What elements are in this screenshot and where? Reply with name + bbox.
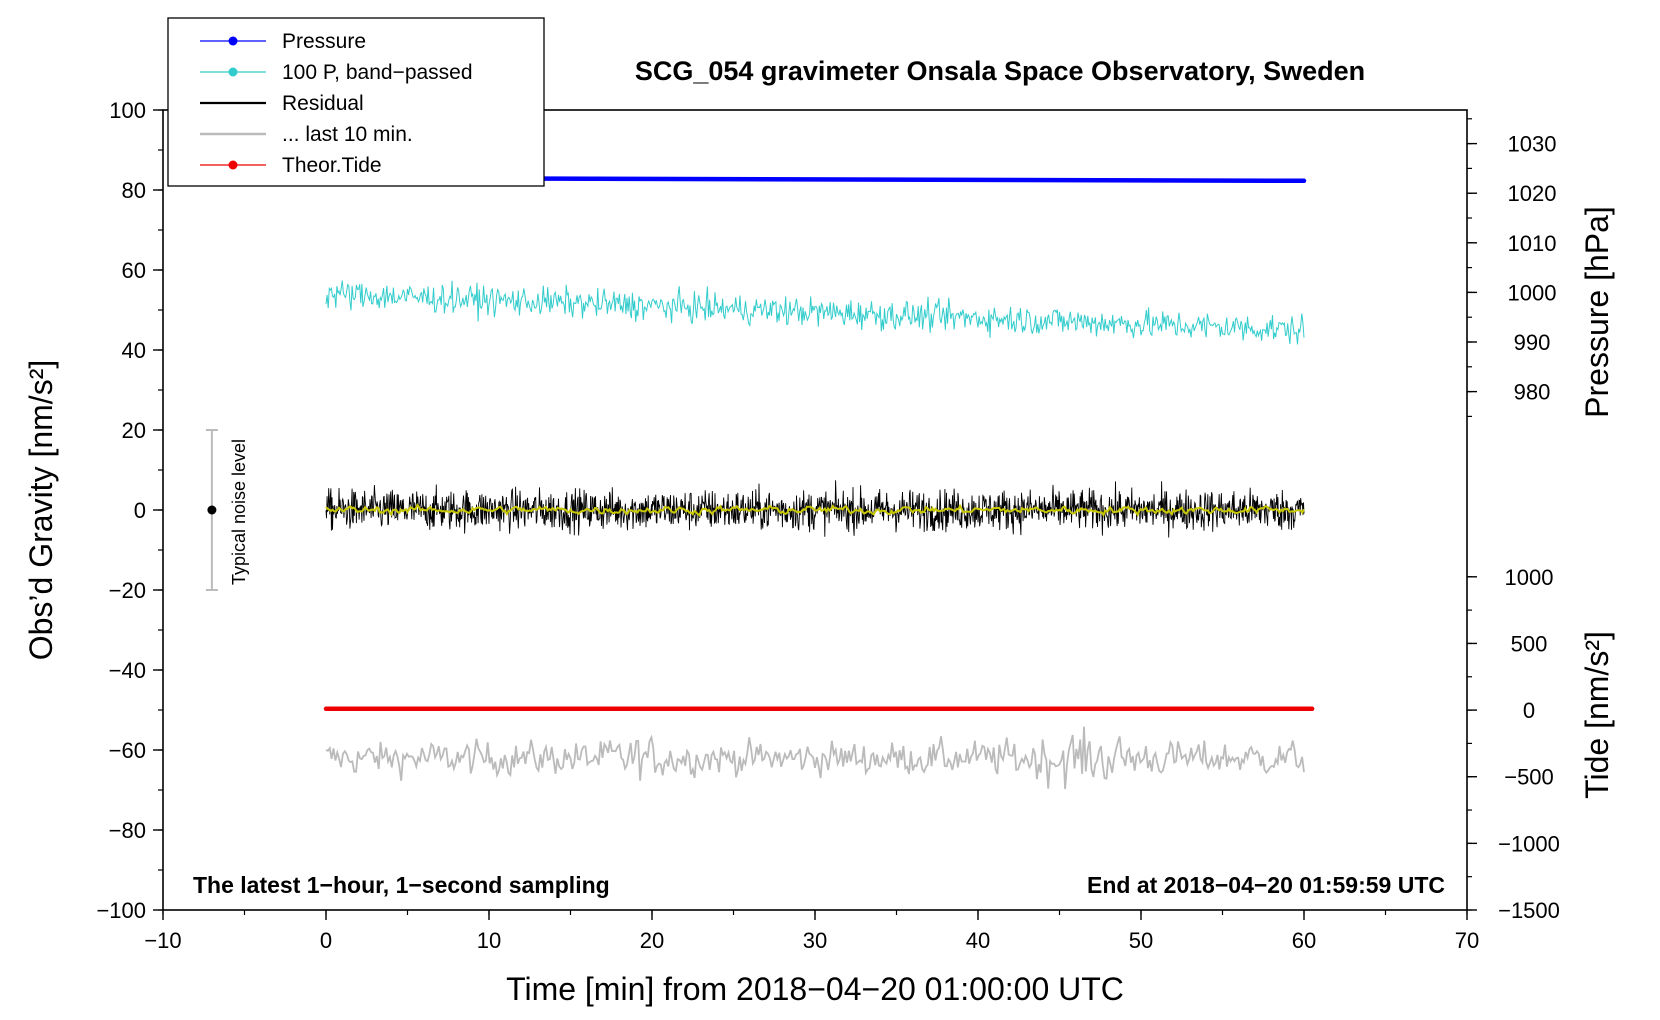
legend-sample-tide-marker xyxy=(228,160,238,170)
tide-tick-label: 1000 xyxy=(1505,565,1554,590)
legend-label-pressure: Pressure xyxy=(282,30,366,53)
series-line-last10 xyxy=(325,726,1305,790)
legend-sample-bandpassed-marker xyxy=(228,67,238,77)
legend-samples xyxy=(200,36,266,170)
legend: Pressure 100 P, band−passed Residual ...… xyxy=(167,17,545,187)
legend-label-last10: ... last 10 min. xyxy=(282,123,413,146)
x-tick-label: 20 xyxy=(640,928,664,953)
tide-tick-label: 500 xyxy=(1511,631,1548,656)
series-line-smoothed xyxy=(325,503,1305,518)
x-tick-label: 0 xyxy=(320,928,332,953)
series-line-residual xyxy=(325,480,1305,538)
y-axis-title-tide: Tide [nm/s²] xyxy=(1579,631,1615,799)
x-tick-label: 30 xyxy=(803,928,827,953)
x-tick-label: −10 xyxy=(144,928,181,953)
pressure-tick-label: 980 xyxy=(1514,380,1551,405)
x-tick-label: 10 xyxy=(477,928,501,953)
pressure-tick-label: 1020 xyxy=(1508,181,1557,206)
y-axis-title-pressure: Pressure [hPa] xyxy=(1579,206,1615,418)
y-tick-label: −40 xyxy=(109,658,146,683)
tide-tick-label: 0 xyxy=(1523,698,1535,723)
note-right: End at 2018−04−20 01:59:59 UTC xyxy=(1087,872,1445,898)
chart-title: SCG_054 gravimeter Onsala Space Observat… xyxy=(635,56,1365,86)
tide-tick-label: −1500 xyxy=(1498,898,1560,923)
series-layer xyxy=(323,175,1315,790)
x-tick-label: 40 xyxy=(966,928,990,953)
noise-level-bar xyxy=(205,429,218,591)
y-tick-label: 80 xyxy=(122,178,146,203)
pressure-tick-label: 990 xyxy=(1514,330,1551,355)
tide-tick-label: −500 xyxy=(1504,765,1554,790)
noise-bar-center-dot xyxy=(207,505,217,515)
pressure-tick-label: 1000 xyxy=(1508,280,1557,305)
y-tick-label: −20 xyxy=(109,578,146,603)
x-tick-label: 60 xyxy=(1292,928,1316,953)
y-tick-label: −60 xyxy=(109,738,146,763)
y-tick-label: 20 xyxy=(122,418,146,443)
tide-tick-label: −1000 xyxy=(1498,831,1560,856)
legend-label-residual: Residual xyxy=(282,92,364,115)
y-tick-label: 0 xyxy=(134,498,146,523)
y-tick-label: 60 xyxy=(122,258,146,283)
series-line-bandpassed xyxy=(325,280,1305,345)
ticks-layer: −10 0 10 20 30 40 50 60 70100806040200−20−40−60−… xyxy=(96,98,1559,953)
y-axis-title-left: Obs’d Gravity [nm/s²] xyxy=(23,360,59,661)
legend-label-bandpassed: 100 P, band−passed xyxy=(282,61,473,84)
x-tick-label: 50 xyxy=(1129,928,1153,953)
pressure-tick-label: 1010 xyxy=(1508,231,1557,256)
note-left: The latest 1−hour, 1−second sampling xyxy=(193,872,610,898)
y-tick-label: 40 xyxy=(122,338,146,363)
legend-sample-pressure-marker xyxy=(228,36,238,46)
y-tick-label: 100 xyxy=(109,98,146,123)
y-tick-label: −100 xyxy=(96,898,146,923)
x-axis-title: Time [min] from 2018−04−20 01:00:00 UTC xyxy=(506,971,1124,1007)
y-tick-label: −80 xyxy=(109,818,146,843)
pressure-tick-label: 1030 xyxy=(1508,132,1557,157)
x-tick-label: 70 xyxy=(1455,928,1479,953)
legend-label-tide: Theor.Tide xyxy=(282,154,382,177)
noise-level-label: Typical noise level xyxy=(229,439,249,585)
